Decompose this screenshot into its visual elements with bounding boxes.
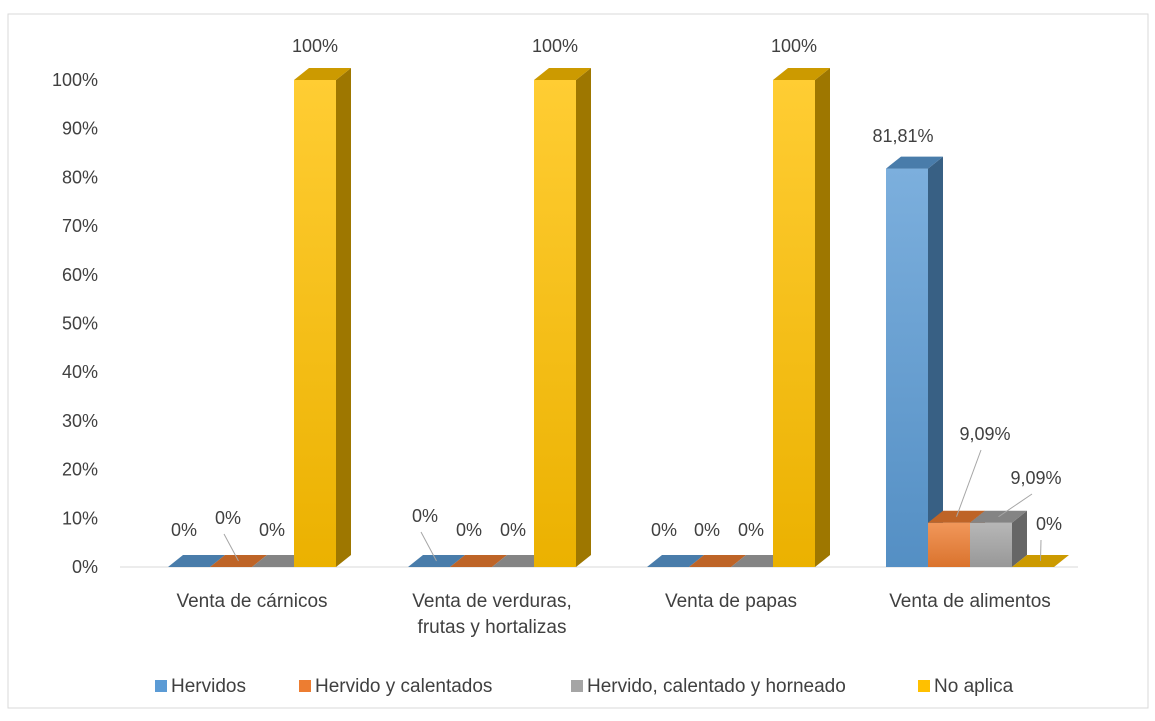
bar	[534, 68, 591, 567]
data-label: 0%	[500, 520, 526, 540]
data-label: 0%	[259, 520, 285, 540]
bar-front	[970, 522, 1012, 567]
bar	[450, 555, 507, 567]
y-tick-label: 30%	[62, 411, 98, 431]
y-tick-label: 10%	[62, 508, 98, 528]
y-tick-label: 70%	[62, 216, 98, 236]
legend-label: No aplica	[934, 676, 1014, 697]
data-label: 0%	[694, 520, 720, 540]
bar-front	[773, 80, 815, 567]
bar-top	[647, 555, 704, 567]
legend-swatch	[155, 680, 167, 692]
bar	[886, 156, 943, 567]
legend-swatch	[571, 680, 583, 692]
bar-top	[294, 68, 351, 80]
bar-side	[576, 68, 591, 567]
legend-item: No aplica	[918, 676, 1014, 697]
data-label: 0%	[738, 520, 764, 540]
bar	[168, 555, 225, 567]
bar-side	[1012, 510, 1027, 567]
y-tick-label: 20%	[62, 460, 98, 480]
bar-top	[886, 156, 943, 169]
legend-label: Hervido, calentado y horneado	[587, 676, 846, 697]
data-label: 9,09%	[1010, 468, 1061, 488]
y-tick-label: 90%	[62, 119, 98, 139]
y-tick-label: 40%	[62, 362, 98, 382]
legend-label: Hervidos	[171, 676, 246, 697]
x-category-label: Venta de alimentos	[889, 591, 1051, 612]
data-label: 0%	[412, 506, 438, 526]
bar-front	[928, 522, 970, 567]
y-tick-label: 60%	[62, 265, 98, 285]
legend-label: Hervido y calentados	[315, 676, 492, 697]
legend-swatch	[299, 680, 311, 692]
bar-front	[534, 80, 576, 567]
data-label: 81,81%	[872, 126, 933, 146]
legend-swatch	[918, 680, 930, 692]
bar	[647, 555, 704, 567]
x-category-label: frutas y hortalizas	[418, 617, 567, 638]
leader-line	[1040, 539, 1042, 562]
leader-line	[956, 449, 982, 517]
leader-line	[420, 531, 437, 562]
data-label: 0%	[171, 520, 197, 540]
bar-top	[450, 555, 507, 567]
data-label: 0%	[651, 520, 677, 540]
bar	[294, 68, 351, 567]
bar	[773, 68, 830, 567]
data-label: 0%	[1036, 514, 1062, 534]
legend-item: Hervidos	[155, 676, 246, 697]
bar	[970, 510, 1027, 567]
bar-top	[773, 68, 830, 80]
y-tick-label: 100%	[52, 70, 98, 90]
bar-front	[886, 168, 928, 567]
x-category-label: Venta de verduras,	[412, 591, 572, 612]
leader-line	[998, 493, 1033, 518]
legend-item: Hervido, calentado y horneado	[571, 676, 846, 697]
leader-line	[223, 533, 239, 562]
bar-top	[689, 555, 746, 567]
y-tick-label: 80%	[62, 167, 98, 187]
bar-front	[294, 80, 336, 567]
data-label: 100%	[532, 36, 578, 56]
bar-side	[815, 68, 830, 567]
data-label: 0%	[456, 520, 482, 540]
data-label: 100%	[292, 36, 338, 56]
x-category-label: Venta de papas	[665, 591, 797, 612]
bar	[689, 555, 746, 567]
bar-side	[336, 68, 351, 567]
legend-item: Hervido y calentados	[299, 676, 492, 697]
data-label: 0%	[215, 508, 241, 528]
y-tick-label: 0%	[72, 557, 98, 577]
data-label: 9,09%	[959, 424, 1010, 444]
bar-side	[928, 156, 943, 567]
y-tick-label: 50%	[62, 314, 98, 334]
x-category-label: Venta de cárnicos	[176, 591, 327, 612]
bar-top	[168, 555, 225, 567]
data-label: 100%	[771, 36, 817, 56]
bar-top	[534, 68, 591, 80]
